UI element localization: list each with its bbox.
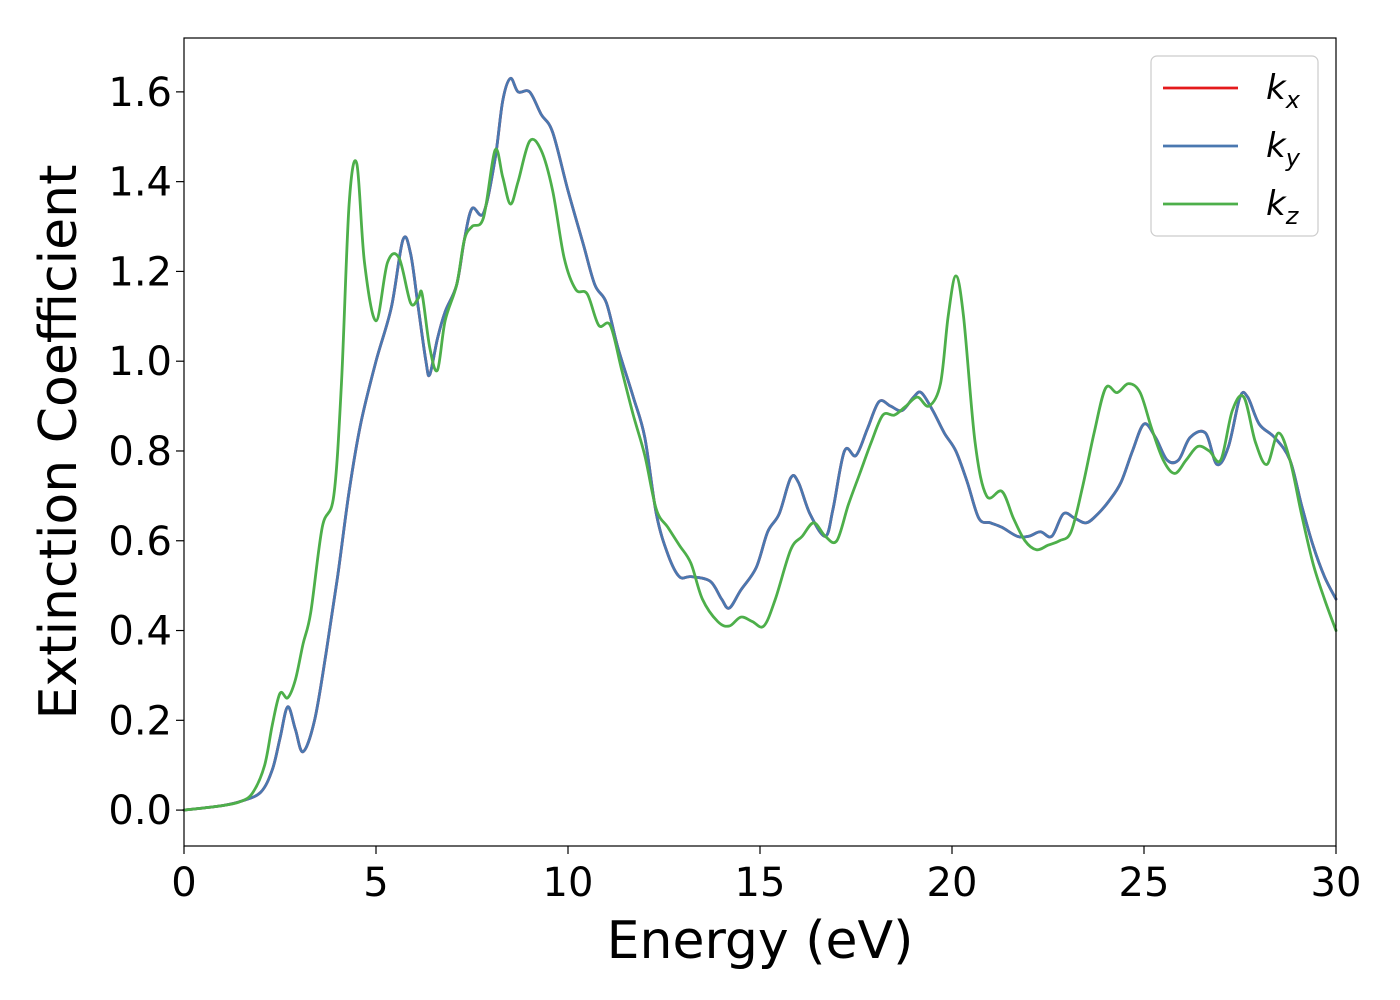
- y-axis-title: Extinction Coefficient: [29, 165, 89, 720]
- x-tick-label: 5: [363, 860, 388, 906]
- y-tick-label: 0.0: [108, 788, 172, 834]
- x-tick-label: 10: [543, 860, 594, 906]
- series-line-ky: [182, 76, 1338, 812]
- x-tick-label: 30: [1311, 860, 1362, 906]
- y-tick-label: 0.6: [108, 519, 172, 565]
- y-tick-label: 0.4: [108, 609, 172, 655]
- x-tick-label: 15: [735, 860, 786, 906]
- y-tick-label: 1.4: [108, 160, 172, 206]
- y-tick-label: 1.2: [108, 249, 172, 295]
- x-axis-title: Energy (eV): [607, 911, 914, 971]
- y-tick-label: 0.8: [108, 429, 172, 475]
- y-tick-label: 1.0: [108, 339, 172, 385]
- series-line-kz: [182, 137, 1338, 812]
- y-tick-label: 0.2: [108, 698, 172, 744]
- x-tick-label: 0: [171, 860, 196, 906]
- x-tick-label: 20: [927, 860, 978, 906]
- x-tick-label: 25: [1119, 860, 1170, 906]
- x-axis-ticks: 0 5 10 15 20 25 30: [171, 846, 1361, 906]
- y-tick-label: 1.6: [108, 70, 172, 116]
- series-layer: [182, 76, 1338, 812]
- y-axis-ticks: 0.0 0.2 0.4 0.6 0.8 1.0 1.2 1.4 1.6: [108, 70, 184, 834]
